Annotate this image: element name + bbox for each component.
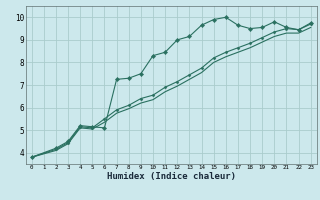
X-axis label: Humidex (Indice chaleur): Humidex (Indice chaleur) [107,172,236,181]
